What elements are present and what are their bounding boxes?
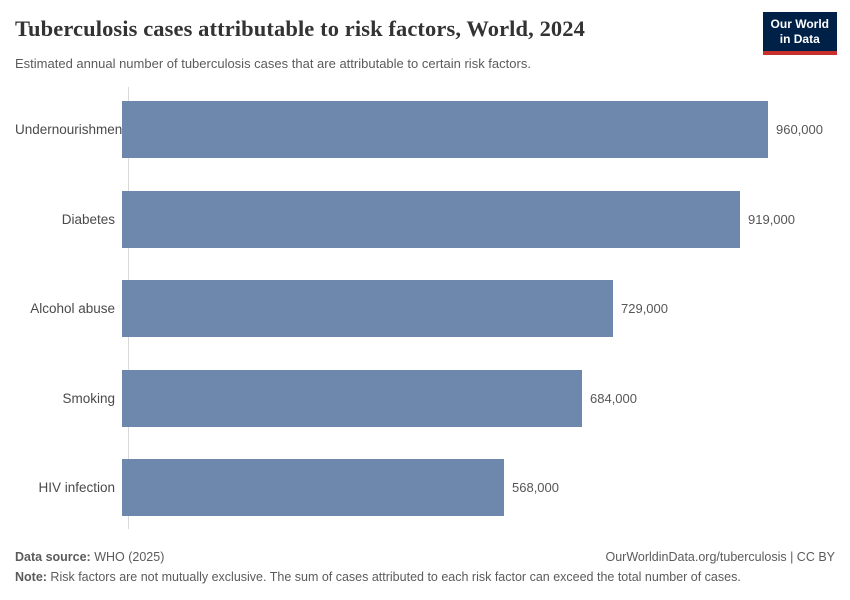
value-label: 919,000 bbox=[748, 211, 795, 227]
data-source-label: Data source: bbox=[15, 550, 91, 564]
page-title: Tuberculosis cases attributable to risk … bbox=[15, 16, 585, 41]
bar-rows: Undernourishment 960,000 Diabetes 919,00… bbox=[15, 85, 835, 533]
bar[interactable] bbox=[122, 369, 582, 427]
value-label: 729,000 bbox=[621, 301, 668, 317]
value-label: 568,000 bbox=[512, 480, 559, 496]
bar-area: 568,000 bbox=[122, 443, 835, 533]
owid-logo-line1: Our World bbox=[770, 17, 829, 31]
bar-chart: Undernourishment 960,000 Diabetes 919,00… bbox=[15, 85, 835, 533]
chart-note: Note: Risk factors are not mutually excl… bbox=[15, 567, 835, 587]
category-label: Diabetes bbox=[61, 211, 115, 227]
bar-area: 729,000 bbox=[122, 264, 835, 354]
value-label: 684,000 bbox=[590, 390, 637, 406]
category-label: HIV infection bbox=[38, 480, 115, 496]
category-label: Smoking bbox=[62, 390, 115, 406]
value-label: 960,000 bbox=[776, 122, 823, 138]
bar[interactable] bbox=[122, 459, 504, 517]
attribution-link[interactable]: OurWorldinData.org/tuberculosis | CC BY bbox=[605, 550, 836, 564]
data-source: Data source: WHO (2025) bbox=[15, 547, 164, 567]
bar-row: Alcohol abuse 729,000 bbox=[15, 264, 835, 354]
data-source-value: WHO (2025) bbox=[90, 550, 165, 564]
bar-row: HIV infection 568,000 bbox=[15, 443, 835, 533]
owid-logo: Our World in Data bbox=[762, 12, 837, 55]
bar[interactable] bbox=[122, 280, 613, 338]
bar-area: 684,000 bbox=[122, 354, 835, 444]
bar-area: 960,000 bbox=[122, 85, 835, 175]
category-label: Undernourishment bbox=[15, 122, 127, 138]
owid-logo-line2: in Data bbox=[779, 32, 820, 46]
note-label: Note: bbox=[15, 570, 47, 584]
note-value: Risk factors are not mutually exclusive.… bbox=[46, 570, 741, 584]
bar-area: 919,000 bbox=[122, 175, 835, 265]
bar-row: Smoking 684,000 bbox=[15, 354, 835, 444]
bar-row: Diabetes 919,000 bbox=[15, 175, 835, 265]
bar[interactable] bbox=[122, 101, 768, 159]
bar[interactable] bbox=[122, 190, 740, 248]
bar-row: Undernourishment 960,000 bbox=[15, 85, 835, 175]
category-label: Alcohol abuse bbox=[30, 301, 115, 317]
chart-footer: Data source: WHO (2025) OurWorldinData.o… bbox=[15, 547, 835, 587]
chart-subtitle: Estimated annual number of tuberculosis … bbox=[15, 56, 531, 71]
